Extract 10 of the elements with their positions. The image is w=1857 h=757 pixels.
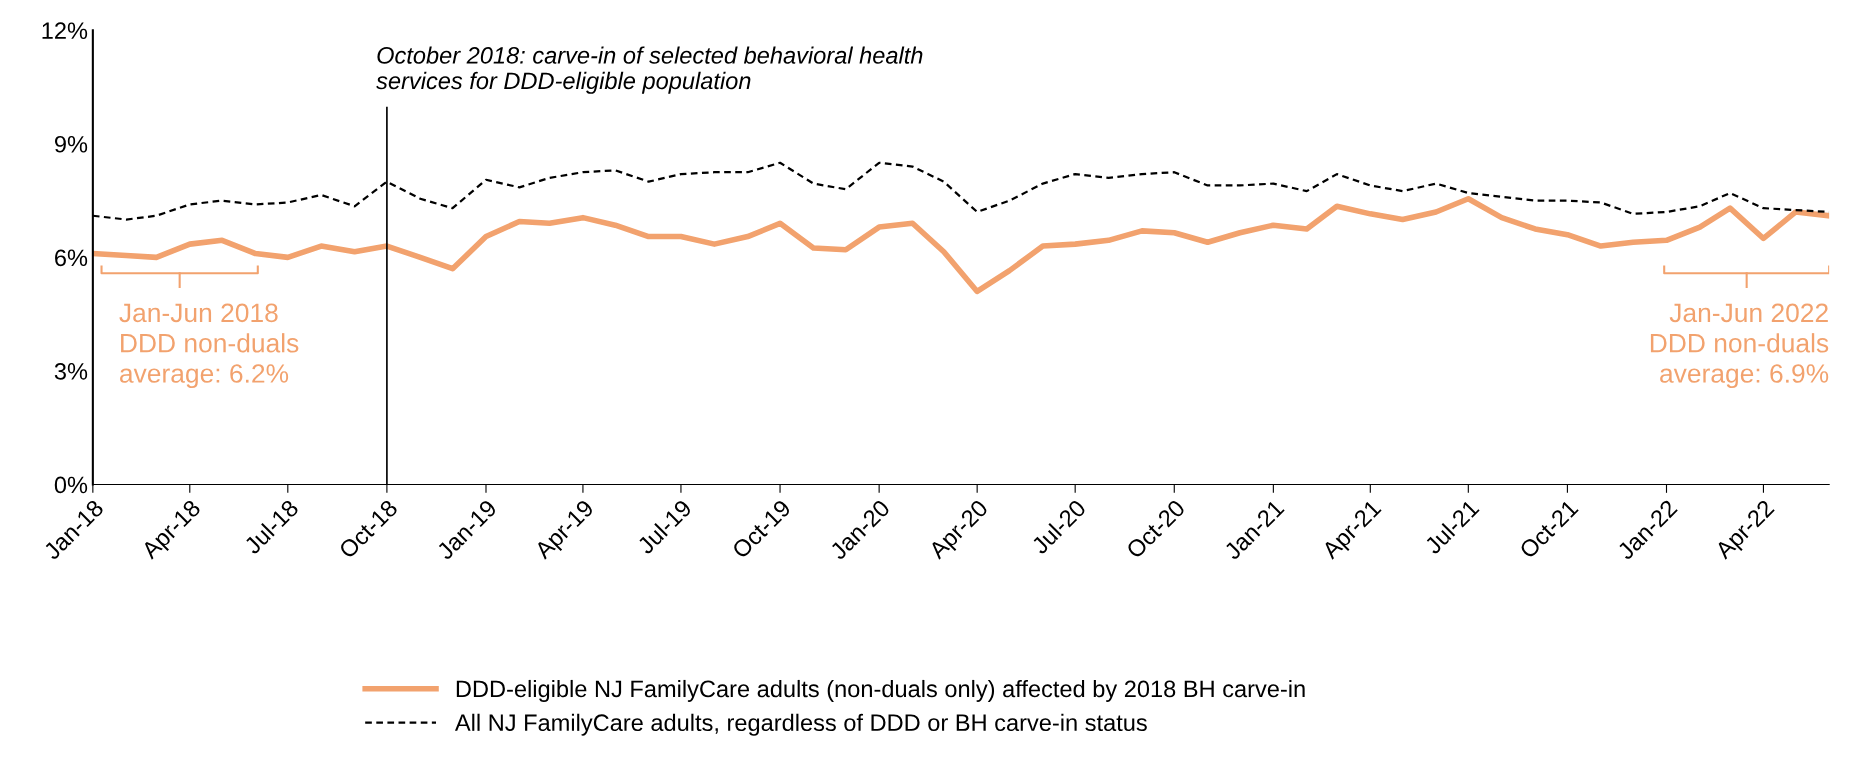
annotation: Jan-Jun 2022 DDD non-duals average: 6.9% [1650,303,1829,389]
y-tick-label: 6% [55,249,88,267]
ref-line-label: October 2018: carve-in of selected behavioral health services for DDD-eligible population [376,46,923,94]
legend-label: All NJ FamilyCare adults, regardless of DDD or BH carve-in status [454,713,1147,736]
legend-label: DDD-eligible NJ FamilyCare adults (non-duals only) affected by 2018 BH carve-in [456,679,1305,702]
y-tick-label: 12% [42,22,88,39]
annotation: Jan-Jun 2018 DDD non-duals average: 6.2% [119,303,299,389]
y-tick-label: 3% [54,363,88,380]
y-tick-label: 9% [54,135,88,153]
y-tick-label: 0% [54,476,88,494]
